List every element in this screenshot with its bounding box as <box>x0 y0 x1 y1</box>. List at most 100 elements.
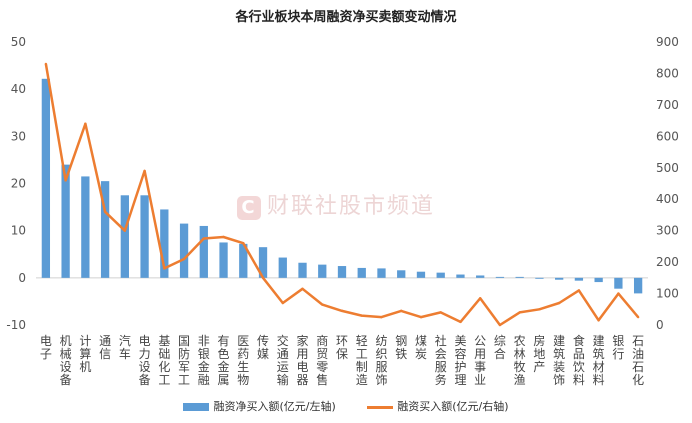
x-tick-label: 社会服务 <box>435 333 447 387</box>
y-left-tick-label: 20 <box>11 177 26 191</box>
y-right-tick-label: 400 <box>656 192 679 206</box>
bar <box>160 209 169 278</box>
bar <box>416 271 426 278</box>
bar <box>298 262 307 278</box>
x-tick-label: 有色金属 <box>218 334 230 387</box>
bar <box>633 277 643 294</box>
bar <box>456 274 465 278</box>
x-tick-label: 非银金融 <box>198 334 210 387</box>
line-point <box>360 314 363 317</box>
line-point <box>182 257 186 261</box>
y-right-tick-label: 800 <box>656 66 679 80</box>
x-tick-label: 商贸零售 <box>316 333 328 387</box>
y-left-tick-label: 30 <box>11 129 26 143</box>
y-right-tick-label: 100 <box>656 287 679 301</box>
line-point <box>321 303 324 306</box>
bar <box>41 78 51 278</box>
bar <box>614 277 623 289</box>
x-tick-label: 房地产 <box>533 333 545 374</box>
legend-swatch-line <box>367 405 394 409</box>
x-tick-label: 石油石化 <box>632 334 644 387</box>
x-tick-label: 美容护理 <box>454 334 466 387</box>
y-right-tick-label: 200 <box>656 255 679 269</box>
x-tick-label: 机械设备 <box>60 334 72 387</box>
x-tick-label: 计算机 <box>79 334 91 374</box>
legend-item-line: 融资买入额(亿元/右轴) <box>367 398 509 414</box>
line-point <box>557 301 561 305</box>
line-point <box>577 289 581 292</box>
bar <box>318 264 327 278</box>
bar <box>258 247 268 278</box>
x-tick-label: 公用事业 <box>474 334 486 387</box>
legend-label-bar: 融资净买入额(亿元/左轴) <box>213 400 336 413</box>
x-tick-label: 环保 <box>336 334 348 361</box>
chart-title: 各行业板块本周融资净买卖额变动情况 <box>235 10 457 25</box>
bar <box>555 277 564 280</box>
bar <box>377 268 386 278</box>
x-tick-label: 综合 <box>494 334 506 361</box>
bar <box>495 276 505 278</box>
line-point <box>163 267 166 270</box>
y-right-tick-label: 700 <box>656 98 679 112</box>
bar <box>397 270 406 278</box>
x-tick-label: 银行 <box>612 334 624 361</box>
line-point <box>84 122 87 125</box>
line-point <box>222 235 225 239</box>
x-tick-label: 家用电器 <box>297 333 309 387</box>
bar <box>199 225 208 278</box>
line-point <box>261 276 265 280</box>
legend-label-line: 融资买入额(亿元/右轴) <box>397 400 509 413</box>
x-tick-label: 汽车 <box>119 333 131 361</box>
bar <box>476 275 485 278</box>
bar <box>140 195 149 278</box>
x-tick-label: 电子 <box>40 334 52 361</box>
watermark: C 财联社股市频道 <box>237 188 435 220</box>
line-point <box>617 292 620 295</box>
x-tick-label: 纺织服饰 <box>375 334 387 387</box>
y-right-tick-label: 600 <box>656 129 679 143</box>
watermark-logo: C <box>237 196 261 220</box>
bar <box>594 277 603 283</box>
bar <box>100 181 110 278</box>
y-left-tick-label: 0 <box>18 271 26 285</box>
watermark-text: 财联社股市频道 <box>267 194 436 219</box>
y-left-tick-label: 50 <box>11 35 26 49</box>
legend: 融资净买入额(亿元/左轴) 融资买入额(亿元/右轴) <box>0 398 692 414</box>
x-tick-label: 建筑装饰 <box>553 334 565 387</box>
line-point <box>380 315 383 319</box>
bar <box>81 176 90 278</box>
x-tick-label: 国防军工 <box>178 334 190 387</box>
y-right-tick-label: 0 <box>656 318 664 332</box>
bar <box>535 277 544 279</box>
legend-item-bar: 融资净买入额(亿元/左轴) <box>183 398 336 414</box>
x-tick-label: 农林牧渔 <box>514 334 526 387</box>
bar <box>357 267 366 278</box>
legend-swatch-bar <box>183 403 210 411</box>
x-tick-label: 传媒 <box>257 333 269 361</box>
line-point <box>44 62 48 66</box>
line-point <box>478 297 482 300</box>
line-point <box>538 308 541 311</box>
bar <box>337 266 347 278</box>
y-right-tick-label: 300 <box>656 224 679 238</box>
bar <box>574 277 584 281</box>
bar <box>219 242 228 278</box>
line-point <box>281 301 284 305</box>
line-point <box>518 311 521 314</box>
x-tick-label: 轻工制造 <box>356 334 368 387</box>
line-point <box>419 315 423 319</box>
bar <box>436 272 445 278</box>
line-point <box>459 320 462 324</box>
line-point <box>103 210 107 213</box>
line-point <box>143 169 146 173</box>
line-point <box>301 287 304 291</box>
line-point <box>64 179 67 182</box>
line-point <box>439 311 442 314</box>
bar <box>278 257 287 278</box>
line-point <box>597 319 600 322</box>
x-tick-label: 建筑材料 <box>593 334 605 387</box>
y-left-tick-label: 10 <box>11 224 26 238</box>
x-tick-label: 医药生物 <box>237 334 249 387</box>
